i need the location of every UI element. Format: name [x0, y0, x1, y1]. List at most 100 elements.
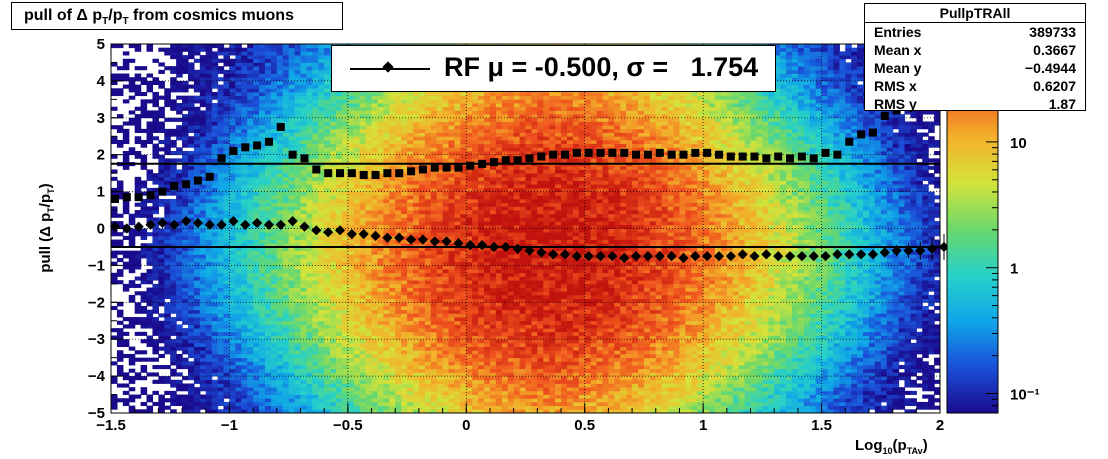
heatmap-cell — [371, 390, 379, 395]
heatmap-cell — [294, 44, 302, 49]
heatmap-cell — [359, 376, 367, 381]
heatmap-cell — [158, 250, 165, 255]
heatmap-cell — [223, 202, 231, 207]
heatmap-cell — [288, 390, 296, 395]
heatmap-cell — [383, 221, 390, 226]
heatmap-cell — [383, 394, 390, 399]
heatmap-cell — [383, 305, 390, 311]
heatmap-cell — [353, 383, 361, 388]
heatmap-cell — [341, 195, 349, 200]
heatmap-cell — [407, 265, 414, 270]
heatmap-cell — [324, 154, 331, 159]
heatmap-cell — [264, 99, 272, 104]
heatmap-cell — [430, 91, 438, 97]
heatmap-cell — [300, 217, 308, 222]
heatmap-cell — [412, 228, 420, 233]
heatmap-cell — [205, 80, 213, 85]
heatmap-cell — [176, 372, 183, 377]
heatmap-cell — [312, 353, 319, 359]
heatmap-cell — [229, 91, 236, 97]
heatmap-cell — [199, 121, 207, 126]
heatmap-cell — [336, 346, 343, 351]
heatmap-cell — [418, 269, 426, 274]
heatmap-cell — [418, 313, 426, 318]
heatmap-cell — [264, 272, 272, 277]
heatmap-cell — [341, 139, 349, 145]
heatmap-cell — [205, 350, 213, 355]
heatmap-cell — [389, 283, 396, 288]
heatmap-cell — [330, 136, 337, 141]
heatmap-cell — [170, 298, 177, 303]
heatmap-cell — [294, 246, 302, 252]
heatmap-cell — [371, 195, 379, 200]
heatmap-cell — [282, 342, 290, 347]
heatmap-cell — [353, 342, 361, 347]
heatmap-cell — [389, 184, 396, 189]
heatmap-cell — [418, 272, 426, 277]
heatmap-cell — [193, 357, 201, 362]
heatmap-cell — [377, 390, 384, 395]
heatmap-cell — [282, 217, 290, 222]
heatmap-cell — [205, 195, 213, 200]
heatmap-cell — [288, 339, 296, 344]
heatmap-cell — [116, 368, 124, 373]
heatmap-cell — [276, 154, 284, 159]
heatmap-cell — [383, 261, 390, 266]
heatmap-cell — [146, 198, 154, 204]
heatmap-cell — [341, 117, 349, 122]
heatmap-cell — [211, 331, 219, 336]
heatmap-cell — [312, 276, 319, 281]
heatmap-cell — [152, 154, 159, 159]
heatmap-cell — [229, 224, 236, 229]
heatmap-cell — [276, 258, 284, 263]
heatmap-cell — [134, 394, 142, 399]
heatmap-cell — [182, 210, 189, 215]
heatmap-cell — [353, 276, 361, 281]
heatmap-cell — [371, 202, 379, 207]
heatmap-cell — [312, 62, 319, 67]
heatmap-cell — [235, 313, 242, 318]
heatmap-cell — [276, 401, 284, 407]
heatmap-cell — [336, 376, 343, 381]
heatmap-cell — [170, 158, 177, 163]
heatmap-cell — [253, 357, 260, 362]
heatmap-cell — [318, 106, 325, 111]
heatmap-cell — [199, 110, 207, 115]
heatmap-cell — [312, 114, 319, 119]
heatmap-cell — [205, 342, 213, 347]
heatmap-cell — [371, 184, 379, 189]
heatmap-cell — [170, 169, 177, 174]
heatmap-cell — [294, 99, 302, 104]
heatmap-cell — [336, 353, 343, 359]
heatmap-cell — [424, 379, 432, 384]
heatmap-cell — [336, 132, 343, 137]
heatmap-cell — [401, 269, 408, 274]
heatmap-cell — [158, 147, 165, 152]
heatmap-cell — [140, 339, 148, 344]
heatmap-cell — [306, 305, 313, 311]
heatmap-cell — [288, 379, 296, 384]
heatmap-cell — [193, 309, 201, 314]
heatmap-cell — [418, 128, 426, 133]
heatmap-cell — [199, 254, 207, 259]
heatmap-cell — [300, 302, 308, 307]
heatmap-cell — [170, 339, 177, 344]
heatmap-cell — [229, 280, 236, 285]
heatmap-cell — [395, 280, 402, 285]
heatmap-cell — [205, 66, 213, 71]
heatmap-cell — [259, 324, 266, 329]
heatmap-cell — [223, 361, 231, 366]
heatmap-cell — [412, 221, 420, 226]
heatmap-cell — [389, 339, 396, 344]
heatmap-cell — [170, 103, 177, 108]
heatmap-cell — [330, 346, 337, 351]
heatmap-cell — [412, 353, 420, 359]
heatmap-cell — [412, 283, 420, 288]
heatmap-cell — [424, 184, 432, 189]
heatmap-cell — [259, 261, 266, 266]
heatmap-cell — [270, 103, 278, 108]
heatmap-cell — [353, 361, 361, 366]
heatmap-cell — [247, 143, 254, 148]
heatmap-cell — [211, 128, 219, 133]
heatmap-cell — [418, 151, 426, 156]
